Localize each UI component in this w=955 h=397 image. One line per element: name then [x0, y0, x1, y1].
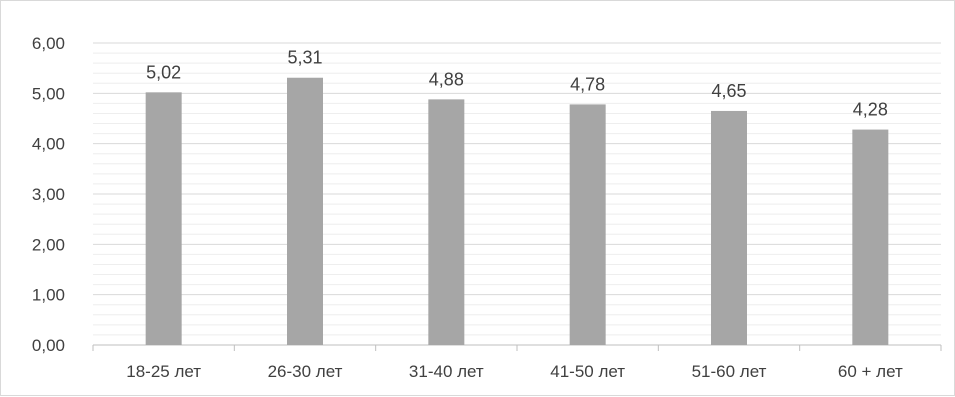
data-label: 5,02	[146, 62, 181, 82]
bar	[287, 77, 323, 345]
data-label: 5,31	[287, 48, 322, 68]
x-tick-label: 60 + лет	[838, 362, 903, 381]
y-tick-label: 0,00	[32, 336, 65, 355]
bar	[569, 104, 606, 345]
bar	[145, 92, 182, 346]
y-tick-label: 4,00	[32, 135, 65, 154]
bar	[852, 129, 889, 345]
bar	[711, 110, 747, 345]
data-label: 4,28	[853, 100, 888, 120]
x-tick-label: 18-25 лет	[126, 362, 201, 381]
data-label: 4,78	[570, 74, 605, 94]
y-tick-label: 6,00	[32, 34, 65, 53]
bar	[428, 99, 465, 345]
x-tick-label: 26-30 лет	[268, 362, 343, 381]
y-tick-label: 5,00	[32, 84, 65, 103]
x-tick-label: 31-40 лет	[409, 362, 484, 381]
data-label: 4,65	[711, 81, 746, 101]
data-label: 4,88	[429, 69, 464, 89]
x-tick-label: 51-60 лет	[692, 362, 767, 381]
x-tick-label: 41-50 лет	[550, 362, 625, 381]
y-tick-label: 1,00	[32, 286, 65, 305]
y-tick-label: 2,00	[32, 235, 65, 254]
y-tick-label: 3,00	[32, 185, 65, 204]
